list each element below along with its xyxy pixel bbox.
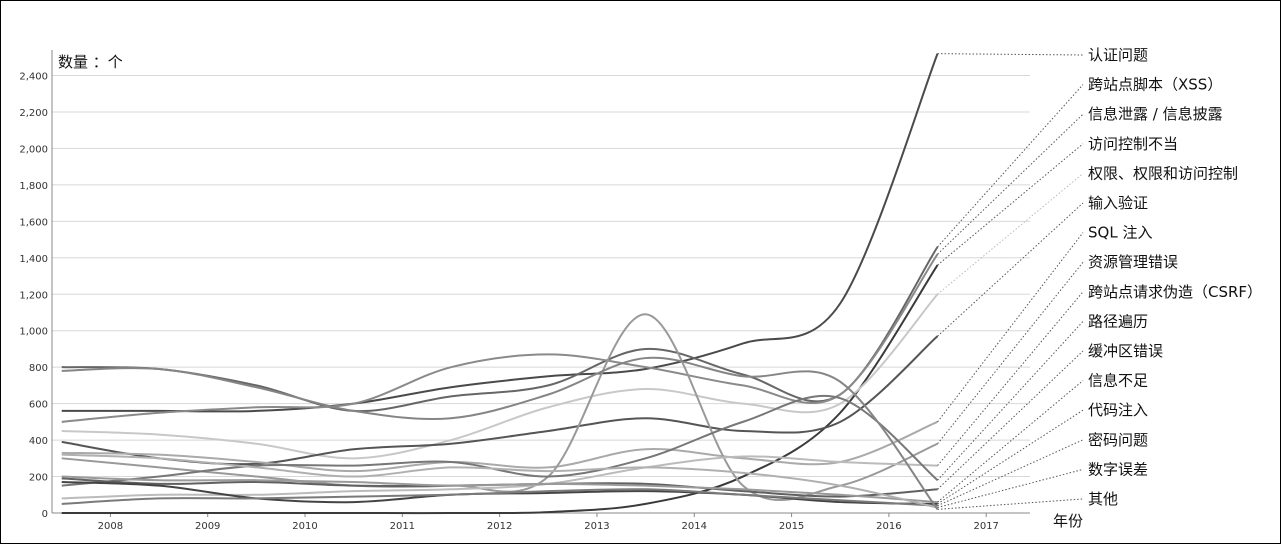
y-tick-label: 1,200 — [19, 290, 48, 301]
x-tick-label: 2008 — [98, 521, 123, 532]
y-tick-label: 2,000 — [19, 144, 48, 155]
series-line — [61, 264, 939, 515]
x-tick-label: 2012 — [487, 521, 512, 532]
leader-line — [937, 173, 1084, 295]
x-tick-label: 2014 — [682, 521, 707, 532]
series-line — [61, 53, 939, 413]
x-tick-label: 2009 — [195, 521, 220, 532]
y-tick-label: 800 — [29, 363, 48, 374]
series-line — [61, 394, 939, 487]
series-line — [61, 488, 938, 507]
series-line — [61, 455, 938, 500]
series-line — [61, 253, 939, 423]
legend-label: 信息不足 — [1088, 372, 1148, 390]
x-tick-label: 2015 — [779, 521, 804, 532]
series-line — [61, 475, 938, 504]
leader-line — [937, 113, 1084, 255]
leader-line — [937, 291, 1084, 466]
legend-label: 其他 — [1088, 490, 1118, 508]
leader-line — [937, 350, 1084, 490]
y-axis-label: 数量 ：个 — [58, 53, 123, 71]
y-tick-label: 200 — [29, 473, 48, 484]
legend-label: SQL 注入 — [1088, 224, 1152, 242]
series-line — [61, 453, 938, 509]
leader-line — [937, 202, 1084, 337]
leader-line — [937, 380, 1084, 503]
x-tick-label: 2010 — [292, 521, 317, 532]
leader-line — [937, 468, 1084, 509]
series-line — [61, 356, 939, 510]
legend-label: 认证问题 — [1088, 46, 1148, 64]
leader-line — [937, 261, 1084, 445]
y-tick-label: 0 — [42, 509, 48, 520]
legend-label: 权限、权限和访问控制 — [1088, 164, 1238, 182]
series-line — [61, 420, 938, 473]
leader-line — [937, 53, 1084, 56]
x-tick-label: 2011 — [390, 521, 415, 532]
leader-line — [937, 143, 1084, 266]
legend-label: 密码问题 — [1088, 431, 1148, 449]
leader-line — [937, 498, 1084, 510]
y-tick-label: 1,400 — [19, 254, 48, 265]
y-tick-label: 1,000 — [19, 327, 48, 338]
leader-line — [937, 84, 1084, 248]
leader-line — [937, 409, 1084, 505]
legend-label: 跨站点脚本（XSS） — [1088, 76, 1222, 94]
y-tick-label: 2,400 — [19, 72, 48, 83]
legend-label: 数字误差 — [1088, 460, 1148, 478]
leader-line — [937, 439, 1084, 507]
y-tick-label: 1,800 — [19, 181, 48, 192]
legend-label: 输入验证 — [1088, 194, 1148, 212]
series-line — [61, 246, 939, 413]
legend-label: 路径遍历 — [1088, 312, 1148, 330]
y-tick-label: 400 — [29, 436, 48, 447]
y-tick-label: 2,200 — [19, 108, 48, 119]
legend-label: 跨站点请求伪造（CSRF） — [1088, 283, 1262, 301]
leader-line — [937, 321, 1084, 481]
legend-label: 代码注入 — [1088, 401, 1148, 419]
legend-label: 缓冲区错误 — [1088, 342, 1163, 360]
x-tick-label: 2013 — [584, 521, 609, 532]
y-tick-label: 600 — [29, 400, 48, 411]
y-tick-label: 1,600 — [19, 217, 48, 228]
x-tick-label: 2016 — [876, 521, 901, 532]
x-tick-label: 2017 — [973, 521, 998, 532]
legend-label: 资源管理错误 — [1088, 253, 1178, 271]
legend-label: 访问控制不当 — [1088, 135, 1178, 153]
series-line — [61, 293, 939, 460]
x-axis-label: 年份 — [1053, 512, 1083, 530]
leader-line — [937, 232, 1084, 423]
legend-label: 信息泄露 / 信息披露 — [1088, 105, 1223, 123]
